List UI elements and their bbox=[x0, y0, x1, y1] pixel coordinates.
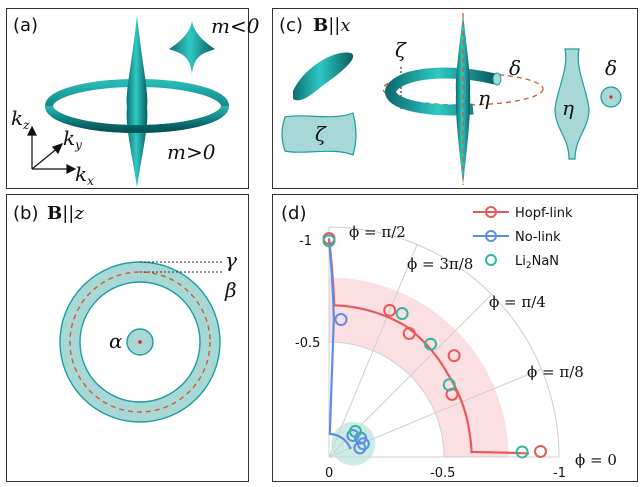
point-2-3 bbox=[442, 378, 456, 392]
tube-end bbox=[492, 72, 502, 86]
radial-ticks: 0 -0.5 -1 -0.5 -1 bbox=[295, 234, 566, 481]
angle-label-4: ϕ = 0 bbox=[575, 451, 617, 469]
point-2-1 bbox=[395, 307, 409, 321]
legend-label-hopf: Hopf-link bbox=[515, 206, 573, 221]
panel-a-label: (a) bbox=[13, 15, 38, 36]
eta-ring-label: η bbox=[478, 86, 490, 110]
m-negative-label: m<0 bbox=[211, 14, 260, 38]
alpha-center-dot bbox=[138, 340, 142, 344]
spinning-top-shape bbox=[169, 21, 215, 74]
k-axes bbox=[27, 125, 77, 174]
angle-label-3: ϕ = π/8 bbox=[527, 363, 584, 381]
tube-ring bbox=[385, 67, 497, 116]
angle-label-1: ϕ = 3π/8 bbox=[407, 255, 473, 273]
gamma-label: γ bbox=[225, 248, 237, 272]
panel-b: (b) B||z γ β α bbox=[6, 194, 249, 482]
polar-chart: (d) 0 -0.5 -1 -0.5 -1 ϕ = π/2ϕ = 3π/8 ϕ = π/4… bbox=[281, 203, 617, 481]
legend-item-nolink: No-link bbox=[473, 230, 561, 245]
torus-front bbox=[45, 105, 229, 133]
panel-b-label: (b) bbox=[13, 203, 38, 224]
m-positive-label: m>0 bbox=[167, 140, 216, 164]
beta-dashed-circle bbox=[69, 271, 211, 413]
point-0-1 bbox=[383, 303, 397, 317]
panel-c: (c) B||x ζ ζ δ η η δ bbox=[272, 8, 638, 189]
legend-marker-li2nan bbox=[485, 254, 497, 266]
field-direction-label-c: B||x bbox=[313, 15, 351, 36]
point-0-2 bbox=[402, 327, 416, 341]
panel-c-label: (c) bbox=[279, 15, 303, 36]
legend-item-li2nan: Li2NaN bbox=[485, 254, 559, 271]
zeta-bottom-label: ζ bbox=[315, 122, 327, 146]
kz-label: kz bbox=[11, 106, 30, 132]
point-2-5 bbox=[348, 424, 362, 438]
field-direction-label-b: B||z bbox=[47, 203, 84, 224]
x-tick-0: 0 bbox=[325, 466, 333, 481]
panel-d-label: (d) bbox=[281, 203, 306, 224]
panel-d: (d) 0 -0.5 -1 -0.5 -1 ϕ = π/2 ϕ = 3π/8 ϕ = π/4… bbox=[272, 194, 638, 482]
point-1-3 bbox=[356, 437, 370, 451]
panel-a-figure: (a) m<0 m>0 kz ky kx bbox=[11, 14, 260, 188]
legend-marker-hopf bbox=[485, 206, 497, 218]
grid-ray-1 bbox=[328, 244, 418, 458]
point-2-0 bbox=[322, 234, 336, 248]
curves bbox=[327, 238, 530, 455]
angle-label-2: ϕ = π/4 bbox=[489, 293, 546, 311]
eta-cut-profile bbox=[554, 48, 590, 160]
y-tick-1: -1 bbox=[299, 234, 312, 249]
legend-label-li2nan: Li2NaN bbox=[515, 254, 559, 271]
spindle-shape bbox=[126, 16, 148, 187]
panel-b-figure: (b) B||z γ β α bbox=[13, 203, 237, 423]
zeta-cross-section bbox=[281, 112, 357, 156]
point-0-3 bbox=[447, 349, 461, 363]
beta-label: β bbox=[224, 278, 237, 302]
legend: Hopf-link No-link Li2NaN bbox=[473, 206, 573, 271]
point-2-4 bbox=[515, 445, 529, 459]
ky-label: ky bbox=[63, 126, 82, 152]
curve-1 bbox=[327, 240, 352, 450]
point-0-5 bbox=[534, 444, 548, 458]
angle-label-0: ϕ = π/2 bbox=[349, 223, 406, 241]
y-tick-0: -0.5 bbox=[295, 336, 320, 351]
legend-item-hopf: Hopf-link bbox=[473, 206, 573, 221]
legend-marker-nolink bbox=[485, 230, 497, 242]
polar-grid bbox=[328, 226, 560, 458]
x-tick-1: -0.5 bbox=[430, 466, 455, 481]
legend-label-nolink: No-link bbox=[515, 230, 561, 245]
data-points bbox=[322, 232, 548, 459]
angle-labels: ϕ = π/2ϕ = 3π/8 ϕ = π/4 ϕ = π/8 ϕ = 0 bbox=[349, 223, 617, 469]
eta-cut-label: η bbox=[562, 96, 574, 120]
kx-label: kx bbox=[75, 162, 94, 188]
curved-blob-shape bbox=[293, 52, 354, 101]
zeta-top-label: ζ bbox=[395, 38, 407, 62]
delta-ring-label: δ bbox=[509, 56, 521, 80]
x-tick-2: -1 bbox=[553, 466, 566, 481]
alpha-label: α bbox=[109, 329, 123, 353]
panel-a: (a) m<0 m>0 kz ky kx bbox=[6, 8, 260, 189]
panel-c-figure: (c) B||x ζ ζ δ η η δ bbox=[279, 13, 622, 185]
delta-cut-dot bbox=[609, 95, 613, 99]
point-1-4 bbox=[334, 313, 348, 327]
point-2-2 bbox=[424, 337, 438, 351]
delta-cut-label: δ bbox=[605, 56, 617, 80]
